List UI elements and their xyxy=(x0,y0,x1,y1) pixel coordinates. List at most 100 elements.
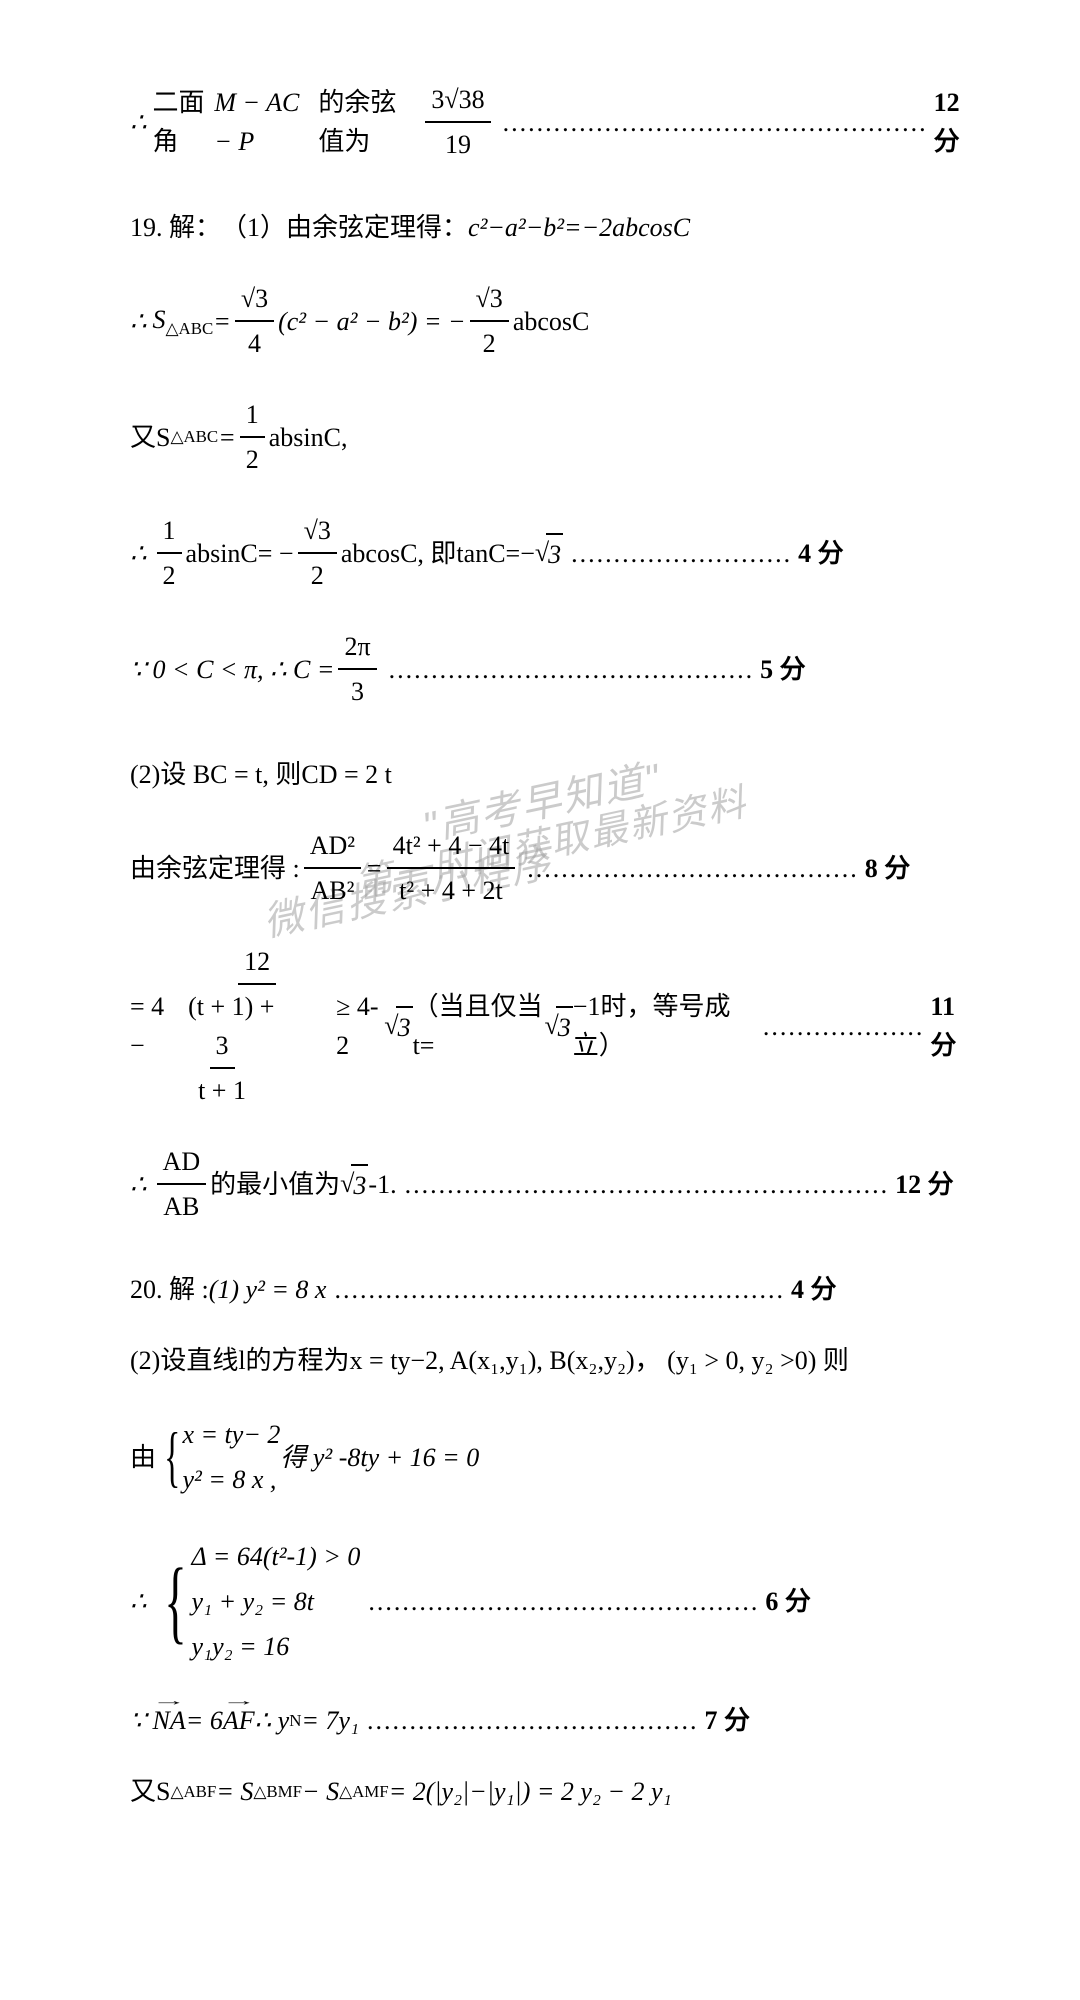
line-q20-start: 20. 解 : (1) y² = 8 x ...................… xyxy=(130,1270,980,1309)
vec-na: NA xyxy=(153,1701,186,1740)
line-min-inequality: = 4 − 12 (t + 1) + 3t + 1 ≥ 4-2 3 （当且仅当t… xyxy=(130,942,980,1110)
score-12: 12 分 xyxy=(934,83,980,161)
minusS: − S xyxy=(302,1772,339,1811)
frac-den-19: 19 xyxy=(439,123,477,164)
sum-y: y₁ + y₂ = 8t xyxy=(191,1579,360,1624)
num-4t2: 4t² + 4 − 4t xyxy=(387,826,516,869)
dpart-den: t + 1 xyxy=(192,1069,252,1110)
geq: ≥ 4-2 xyxy=(336,987,384,1065)
sub-abc2: △ABC xyxy=(170,424,218,449)
txt-bc-t: (2)设 BC = t, 则CD = 2 t xyxy=(130,755,392,794)
line-set-line-l: (2)设直线l的方程为x = ty−2, A(x₁,y₁), B(x₂,y₂)，… xyxy=(130,1341,980,1380)
line-system: 由 { x = ty− 2 y² = 8 x , 得 y² -8ty + 16 … xyxy=(130,1412,980,1502)
den-2b: 2 xyxy=(240,438,265,479)
line-vector: NA = 6 AF ∴ yN = 7y₁ ...................… xyxy=(130,1701,980,1740)
line-l-txt: (2)设直线l的方程为x = ty−2, A(x₁,y₁), B(x₂,y₂)，… xyxy=(130,1341,849,1380)
q20-num: 20. 解 : xyxy=(130,1270,209,1309)
line-q19-start: 19. 解： （1）由余弦定理得： c²−a²−b²=−2abcosC xyxy=(130,208,980,247)
den-2: 2 xyxy=(477,322,502,363)
sqrt3c: 3 xyxy=(556,1006,573,1047)
eqS: = S xyxy=(216,1772,253,1811)
sub-bmf: △BMF xyxy=(253,1779,302,1804)
q19-part1: （1）由余弦定理得： xyxy=(221,208,468,247)
dots-12: ........................................… xyxy=(405,1165,890,1204)
sub-abc: △ABC xyxy=(166,319,214,338)
also-S: 又S xyxy=(130,418,170,457)
text-dihedral-mid: 的余弦值为 xyxy=(318,83,421,161)
abs-diff: = 2(|y₂|−|y₁|) = 2 y₂ − 2 y₁ xyxy=(389,1772,672,1811)
score-6: 6 分 xyxy=(765,1582,811,1621)
sys-r1: x = ty− 2 xyxy=(182,1412,280,1457)
sym-S: S xyxy=(153,305,166,334)
delta-pos: Δ = 64(t²-1) > 0 xyxy=(191,1534,360,1579)
also-S2: 又S xyxy=(130,1772,170,1811)
eq-7y1: = 7y₁ xyxy=(301,1701,359,1740)
line-c-value: 0 < C < π, ∴ C = 2π3 ...................… xyxy=(130,627,980,711)
line-set-bc: (2)设 BC = t, 则CD = 2 t xyxy=(130,755,980,794)
eq4-pre: = 4 − xyxy=(130,987,178,1065)
m2: abcosC, 即tanC=− xyxy=(341,534,535,573)
den-2d: 2 xyxy=(305,554,330,595)
dots-7: ....................................... xyxy=(367,1701,699,1740)
dots-5: ........................................… xyxy=(389,650,755,689)
paren-close: −1时，等号成立） xyxy=(573,987,755,1065)
sub-abf: △ABF xyxy=(170,1779,216,1804)
num-r3: √3 xyxy=(235,279,274,322)
line-tanc: 12 absinC= − √32 abcosC, 即tanC=− 3 .....… xyxy=(130,511,980,595)
line-area-sin: 又S△ABC = 12 absinC, xyxy=(130,395,980,479)
score-5: 5 分 xyxy=(760,650,806,689)
sub-n: N xyxy=(289,1708,301,1733)
tail-abcosc: abcosC xyxy=(513,302,590,341)
cosine-law-pre: 由余弦定理得 : xyxy=(130,849,300,888)
m1: absinC= − xyxy=(186,534,294,573)
num-2pi: 2π xyxy=(338,627,376,670)
score-8: 8 分 xyxy=(865,849,911,888)
num-ad2: AD² xyxy=(304,826,361,869)
frac-num-3r38: 3√38 xyxy=(431,85,484,114)
complex-den: (t + 1) + 3t + 1 xyxy=(182,985,332,1110)
dpart-num: 3 xyxy=(210,1026,235,1069)
vec-af: AF xyxy=(223,1701,255,1740)
dots-6: ........................................… xyxy=(368,1582,759,1621)
den-4: 4 xyxy=(242,322,267,363)
den-2c: 2 xyxy=(157,554,182,595)
line-area-cos: S△ABC = √34 (c² − a² − b²) = − √32 abcos… xyxy=(130,279,980,363)
mid-expr: (c² − a² − b²) = − xyxy=(278,302,465,341)
den-3: 3 xyxy=(345,670,370,711)
sys-r2: y² = 8 x , xyxy=(182,1457,280,1502)
num-ad: AD xyxy=(157,1142,207,1185)
line-dihedral-conclusion: 二面角 M − AC − P 的余弦值为 3√38 19 ...........… xyxy=(130,80,980,164)
parabola: (1) y² = 8 x xyxy=(209,1270,327,1309)
num-r3c: √3 xyxy=(298,511,337,554)
bignum-12: 12 xyxy=(238,942,276,985)
score-12b: 12 分 xyxy=(895,1165,954,1204)
dots-4: .......................... xyxy=(571,534,792,573)
score-7: 7 分 xyxy=(705,1701,751,1740)
score-4: 4 分 xyxy=(798,534,844,573)
text-dihedral-pre: 二面角 xyxy=(153,83,215,161)
derive-quad: 得 y² -8ty + 16 = 0 xyxy=(280,1438,479,1477)
minus1: -1. xyxy=(368,1165,396,1204)
line-min-value: ADAB 的最小值为 3 -1. .......................… xyxy=(130,1142,980,1226)
dpart1: (t + 1) + xyxy=(188,992,274,1021)
den-ab: AB xyxy=(157,1185,205,1226)
dots-8: ....................................... xyxy=(527,849,859,888)
score-4b: 4 分 xyxy=(791,1270,837,1309)
range-c: 0 < C < π, ∴ C = xyxy=(153,650,335,689)
den-t2: t² + 4 + 2t xyxy=(393,869,509,910)
leader-dots: ........................................… xyxy=(503,103,928,142)
expr-dihedral: M − AC − P xyxy=(214,83,318,161)
expr-cosine-law: c²−a²−b²=−2abcosC xyxy=(468,208,690,247)
eq3: = xyxy=(365,849,383,888)
line-area-diff: 又S△ABF = S△BMF − S△AMF = 2(|y₂|−|y₁|) = … xyxy=(130,1772,980,1811)
line-cosine-ratio: 由余弦定理得 : AD²AB² = 4t² + 4 − 4tt² + 4 + 2… xyxy=(130,826,980,910)
dots-4b: ........................................… xyxy=(334,1270,785,1309)
eq-sign: = xyxy=(213,302,231,341)
sqrt3b: 3 xyxy=(396,1006,413,1047)
sqrt3d: 3 xyxy=(351,1164,368,1205)
sqrt-3: 3 xyxy=(546,533,563,574)
tail-absinc: absinC, xyxy=(269,418,348,457)
num-1b: 1 xyxy=(157,511,182,554)
q19-num: 19. 解： xyxy=(130,208,221,247)
den-ab2: AB² xyxy=(304,869,360,910)
